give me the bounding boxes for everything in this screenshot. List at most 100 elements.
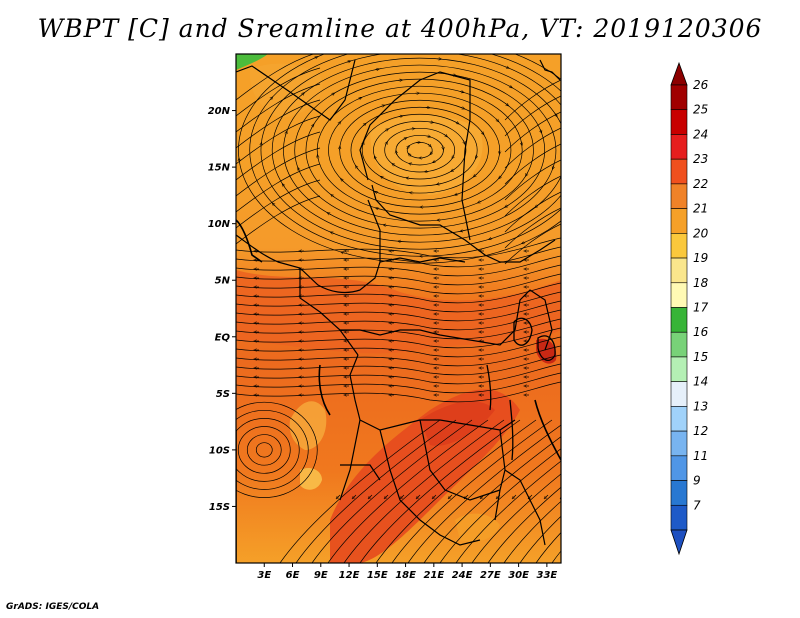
streamline-arrow	[459, 91, 463, 92]
streamline-arrow	[409, 154, 412, 157]
streamline-arrow	[402, 138, 406, 139]
streamline-arrow	[312, 125, 314, 128]
streamline-arrow	[495, 47, 498, 48]
streamline	[238, 54, 561, 264]
streamline	[236, 237, 561, 259]
colorbar-segment	[670, 307, 688, 333]
colorbar-label: 26	[693, 78, 709, 92]
colorbar-segment	[670, 134, 688, 160]
streamline	[236, 131, 321, 181]
streamline	[375, 419, 537, 563]
streamline	[455, 460, 561, 563]
streamline-arrow	[377, 208, 380, 209]
colorbar-label: 25	[693, 103, 708, 117]
streamline-arrow	[376, 192, 379, 193]
streamline-arrow	[429, 122, 432, 123]
streamline-arrow	[476, 154, 477, 158]
streamline-arrow	[513, 494, 517, 498]
streamline-arrow	[465, 494, 469, 498]
streamline-arrow	[385, 494, 389, 498]
colorbar-segment	[670, 331, 688, 358]
colorbar-segment	[670, 406, 688, 432]
streamline-arrow	[342, 252, 345, 253]
streamline-arrow	[417, 494, 421, 498]
lat-tick-label: 15S	[209, 502, 230, 513]
streamline-arrow	[567, 200, 569, 202]
streamline	[471, 473, 561, 563]
streamline-arrow	[270, 98, 272, 101]
colorbar-max-triangle	[670, 61, 688, 86]
streamline-arrow	[508, 86, 512, 87]
streamline	[504, 79, 561, 121]
streamline-arrow	[461, 231, 465, 232]
map-frame	[235, 53, 562, 564]
streamline	[504, 207, 561, 249]
streamline-arrow	[452, 169, 455, 171]
colorbar-segment	[670, 257, 688, 284]
streamline-arrow	[298, 168, 299, 172]
streamline	[236, 418, 300, 482]
streamline-arrow	[453, 154, 455, 158]
streamline	[236, 372, 561, 394]
country-borders	[236, 59, 561, 546]
colorbar-label: 15	[693, 350, 708, 364]
streamline	[343, 419, 505, 563]
lat-tick-label: EQ	[215, 332, 231, 343]
colorbar-segment	[670, 183, 688, 209]
grads-credit: GrADS: IGES/COLA	[6, 602, 100, 612]
streamline-arrow	[337, 494, 341, 498]
colorbar-label: 13	[693, 399, 708, 413]
streamline-arrow	[564, 94, 566, 96]
streamline	[236, 336, 561, 358]
streamline	[519, 515, 561, 563]
streamline	[236, 163, 321, 213]
streamline-arrow	[375, 69, 378, 70]
streamline	[236, 282, 561, 304]
lon-tick-label: 33E	[536, 570, 557, 581]
streamline-arrow	[431, 151, 433, 154]
lat-tick-label: 5S	[216, 389, 230, 400]
latitude-axis: 20N 15N 10N 5N EQ 5S 10S 15S	[208, 106, 236, 513]
streamline	[504, 127, 561, 169]
streamline	[236, 195, 321, 245]
streamline	[359, 419, 521, 563]
streamline-arrow	[426, 136, 430, 137]
colorbar-segment	[670, 208, 688, 234]
streamline-arrow	[357, 98, 361, 99]
streamline-arrow	[393, 164, 396, 166]
streamline	[236, 147, 321, 197]
streamline-arrow	[490, 238, 493, 239]
lat-tick-label: 10S	[209, 445, 230, 456]
streamline-arrow	[545, 494, 549, 498]
streamline-arrow	[553, 165, 554, 168]
colorbar-label: 16	[693, 325, 709, 339]
colorbar: 26 25 24 23 22 21 20 19 18 17 16 15 14 13 12 11 9 7	[670, 61, 709, 556]
streamline-arrow	[385, 143, 387, 146]
colorbar-label: 19	[693, 251, 708, 265]
streamline	[407, 424, 561, 563]
streamline	[236, 83, 321, 133]
streamline	[316, 85, 523, 215]
colorbar-label: 22	[693, 177, 708, 191]
streamline	[236, 318, 561, 340]
streamline-arrow	[456, 194, 459, 195]
streamline-arrow	[443, 134, 446, 136]
colorbar-label: 18	[693, 276, 709, 290]
streamline	[504, 95, 561, 137]
colorbar-label: 7	[693, 498, 701, 512]
streamline	[328, 92, 512, 208]
lon-tick-label: 6E	[286, 570, 300, 581]
lat-tick-label: 15N	[208, 163, 231, 174]
streamline-arrow	[540, 128, 541, 132]
streamline-arrow	[384, 129, 388, 131]
streamline	[504, 175, 561, 217]
streamline	[236, 327, 561, 349]
streamline	[236, 409, 309, 490]
streamline-arrow	[474, 174, 477, 176]
streamline-arrow	[506, 205, 509, 207]
streamline-arrow	[499, 175, 501, 178]
streamline	[255, 442, 273, 458]
lakes	[486, 317, 556, 461]
colorbar-label: 20	[693, 226, 709, 240]
streamline-arrow	[526, 172, 528, 176]
